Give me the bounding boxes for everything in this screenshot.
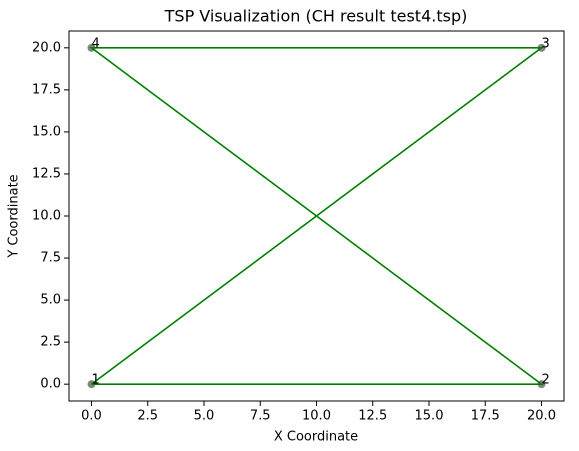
- chart-title: TSP Visualization (CH result test4.tsp): [164, 7, 468, 26]
- city-label: 1: [92, 373, 100, 388]
- y-axis-label: Y Coordinate: [7, 174, 22, 258]
- y-tick-label: 5.0: [40, 293, 61, 308]
- x-tick-label: 17.5: [471, 409, 500, 424]
- y-tick-label: 10.0: [32, 209, 61, 224]
- tour-line: [89, 47, 544, 385]
- x-axis-label: X Coordinate: [274, 430, 358, 445]
- y-tick-label: 2.5: [40, 335, 61, 350]
- city-label: 4: [92, 36, 100, 51]
- y-tick-label: 0.0: [40, 377, 61, 392]
- x-tick-label: 20.0: [527, 409, 556, 424]
- y-tick-label: 15.0: [32, 124, 61, 139]
- x-tick-label: 5.0: [194, 409, 215, 424]
- y-tick-label: 12.5: [32, 166, 61, 181]
- x-tick-label: 7.5: [250, 409, 271, 424]
- y-tick-label: 7.5: [40, 251, 61, 266]
- x-tick-label: 10.0: [302, 409, 331, 424]
- x-tick-label: 2.5: [137, 409, 158, 424]
- city-label: 3: [542, 36, 550, 51]
- x-tick-label: 12.5: [358, 409, 387, 424]
- x-tick-label: 0.0: [81, 409, 102, 424]
- x-tick-label: 15.0: [415, 409, 444, 424]
- y-tick-label: 20.0: [32, 40, 61, 55]
- city-label: 2: [542, 373, 550, 388]
- y-tick-label: 17.5: [32, 82, 61, 97]
